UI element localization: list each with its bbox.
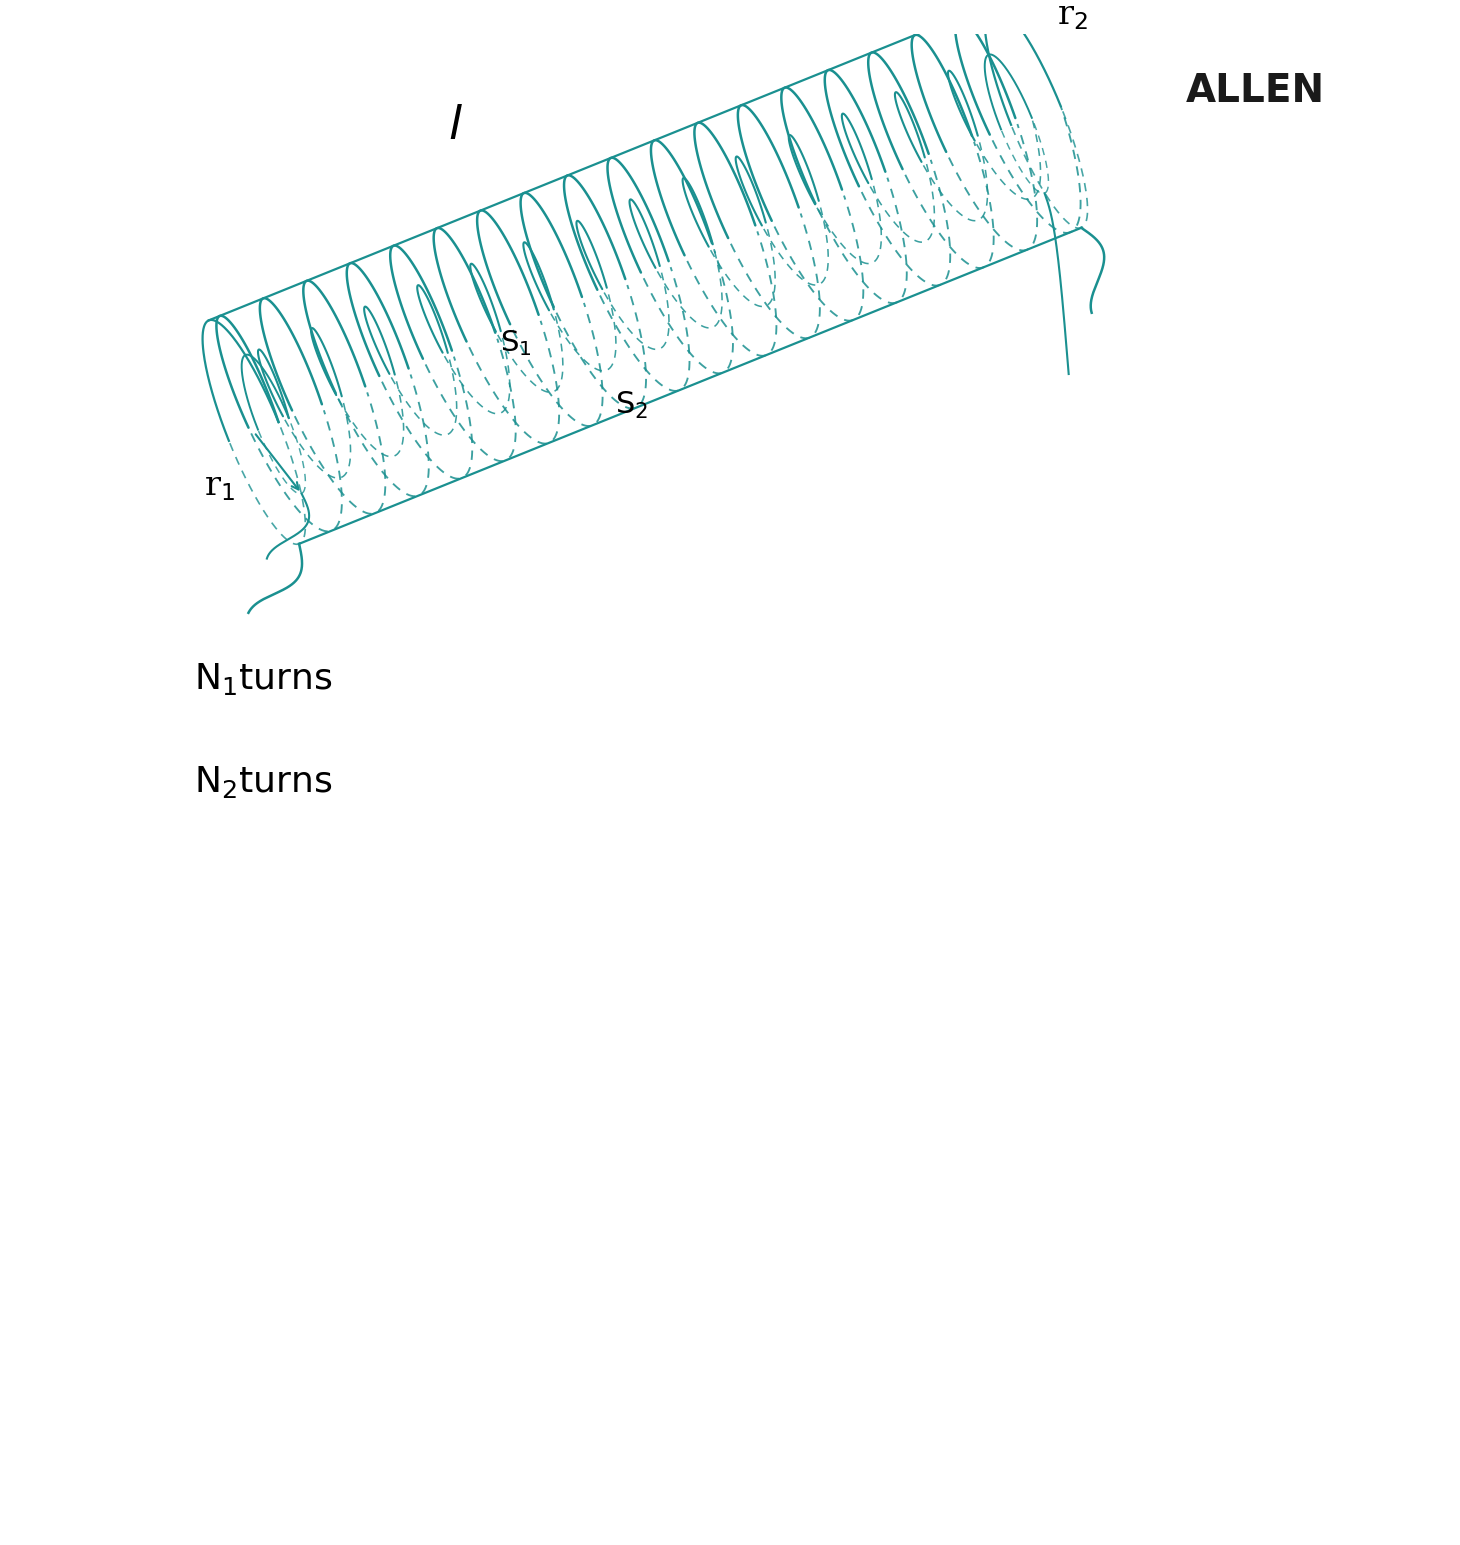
Text: N$_1$turns: N$_1$turns [194,661,331,697]
Text: N$_2$turns: N$_2$turns [194,763,331,799]
Text: r$_2$: r$_2$ [1057,0,1088,32]
Text: ALLEN: ALLEN [1186,73,1324,110]
Text: S$_1$: S$_1$ [501,328,531,357]
Text: r$_1$: r$_1$ [204,471,235,504]
Text: $\it{l}$: $\it{l}$ [448,104,463,148]
Text: S$_2$: S$_2$ [615,391,648,422]
